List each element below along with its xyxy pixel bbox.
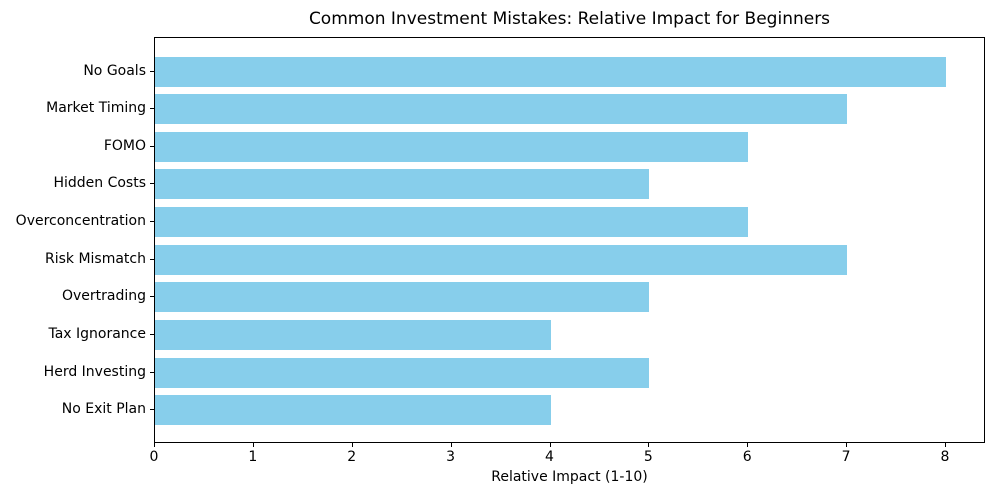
x-tick	[846, 443, 848, 447]
bar	[155, 320, 551, 351]
x-tick-label: 1	[248, 449, 258, 465]
bar	[155, 282, 650, 313]
x-tick-label: 6	[742, 449, 752, 465]
y-tick	[150, 258, 154, 260]
y-tick	[150, 145, 154, 147]
bar	[155, 357, 650, 388]
x-tick-label: 4	[545, 449, 554, 465]
x-tick-label: 0	[149, 449, 159, 465]
x-tick-label: 5	[643, 449, 653, 465]
bar	[155, 207, 749, 238]
bar	[155, 395, 551, 426]
x-tick	[747, 443, 749, 447]
y-axis-label: Hidden Costs	[53, 175, 146, 192]
x-tick	[945, 443, 946, 447]
x-tick	[252, 443, 254, 447]
y-tick	[150, 221, 154, 223]
bar	[155, 94, 848, 125]
y-axis-label: Tax Ignorance	[48, 326, 146, 343]
bar	[155, 244, 848, 275]
y-axis-label: Overtrading	[61, 288, 146, 305]
y-tick	[150, 334, 154, 336]
bar	[155, 56, 946, 87]
y-axis-label: No Exit Plan	[61, 401, 146, 418]
x-tick-label: 7	[841, 449, 851, 465]
x-tick	[549, 443, 551, 447]
x-tick-label: 8	[940, 449, 950, 465]
y-axis-label: FOMO	[103, 137, 146, 154]
x-tick-label: 3	[446, 449, 456, 465]
y-tick	[150, 409, 154, 411]
y-tick	[150, 296, 154, 298]
x-tick	[648, 443, 650, 447]
y-axis-label: Market Timing	[46, 100, 146, 117]
y-tick	[150, 183, 154, 185]
y-axis-label: Risk Mismatch	[44, 250, 146, 267]
y-axis-label: Herd Investing	[43, 363, 146, 380]
plot-area	[154, 37, 985, 443]
y-tick	[150, 371, 154, 373]
x-tick	[154, 443, 155, 447]
x-tick-label: 2	[347, 449, 357, 465]
x-axis-label: Relative Impact (1-10)	[491, 469, 648, 485]
y-axis-label: No Goals	[83, 62, 146, 79]
y-axis-label: Overconcentration	[15, 213, 146, 230]
x-tick	[450, 443, 452, 447]
bar	[155, 131, 749, 162]
y-tick	[150, 108, 154, 110]
bar	[155, 169, 650, 200]
chart-title: Common Investment Mistakes: Relative Imp…	[308, 9, 831, 29]
x-tick	[351, 443, 353, 447]
y-tick	[150, 70, 154, 72]
